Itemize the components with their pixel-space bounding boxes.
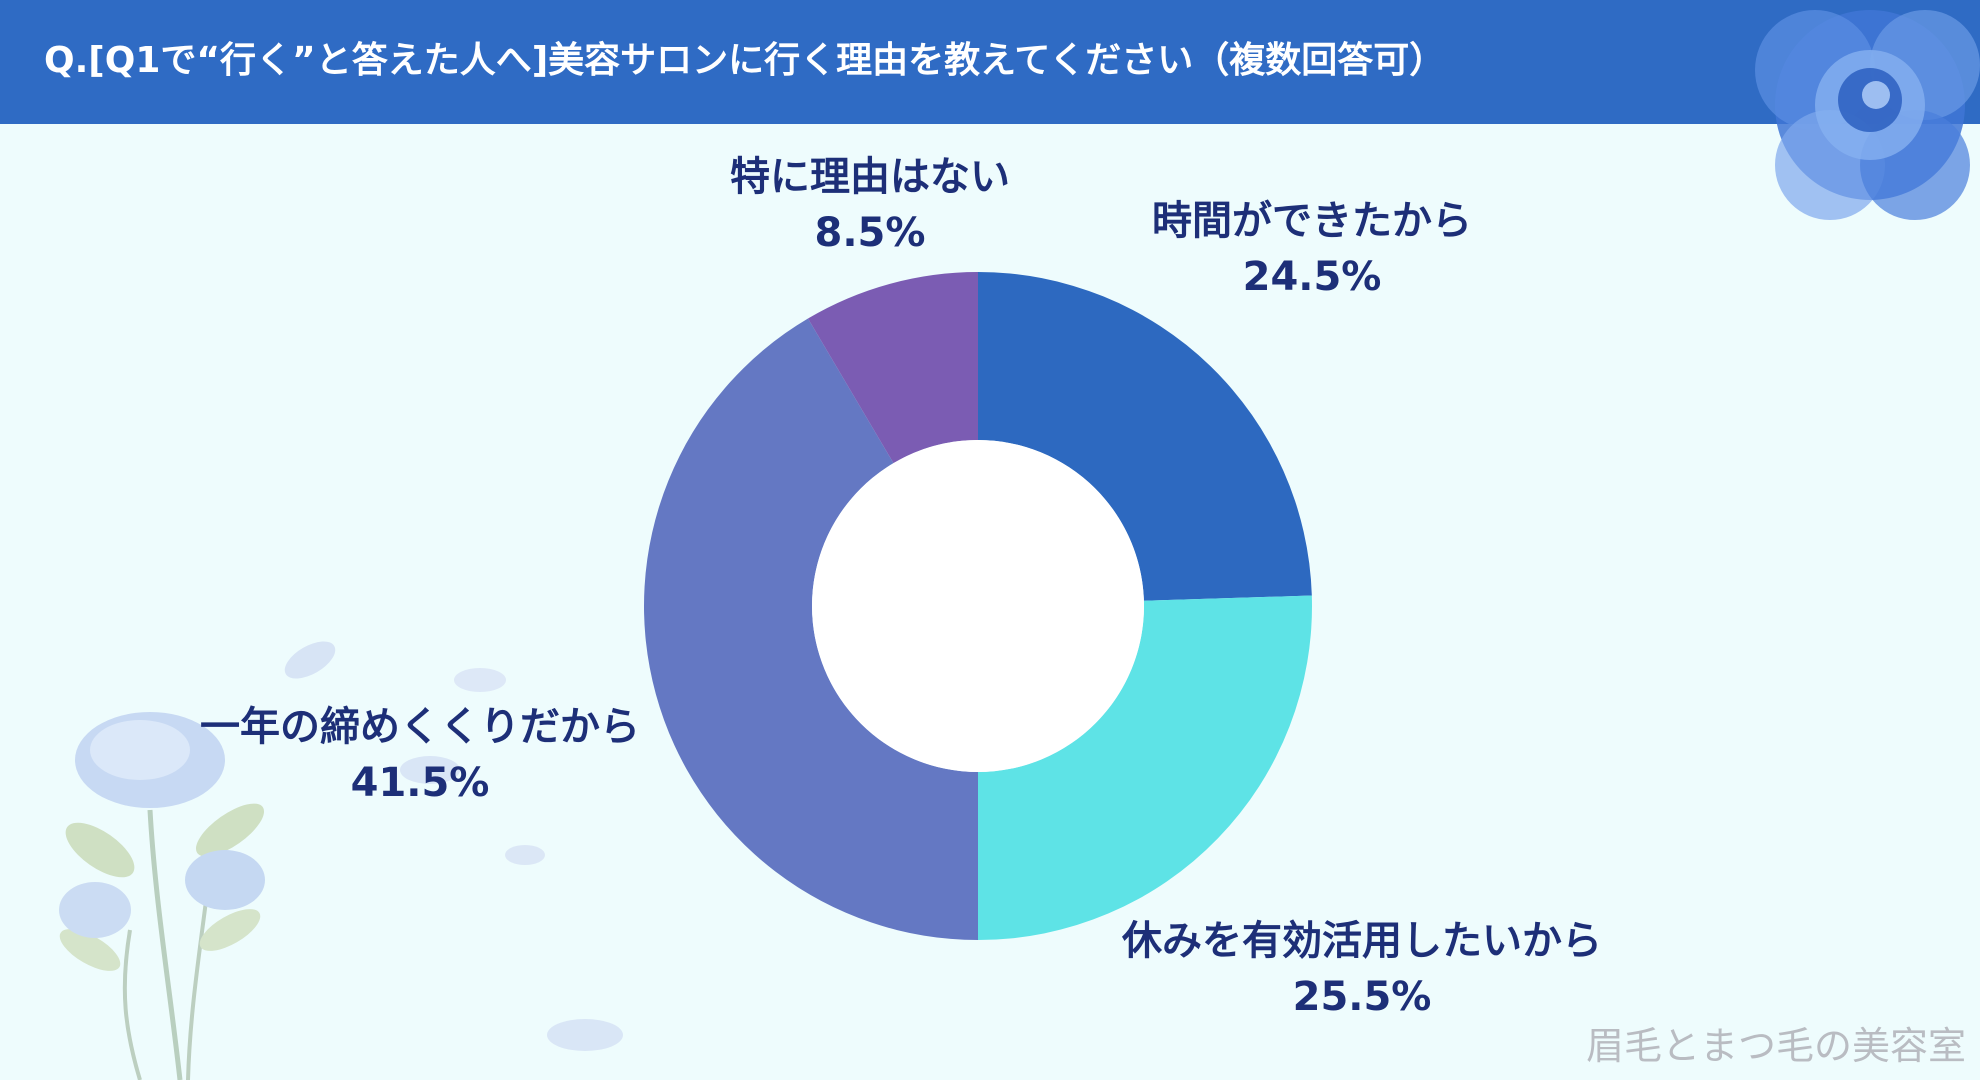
slice-label: 時間ができたから 24.5% [1092, 194, 1532, 306]
donut-slice [807, 272, 978, 464]
petal-icon [284, 641, 545, 865]
slice-label: 特に理由はない 8.5% [660, 150, 1080, 262]
slice-value-label: 41.5% [350, 760, 490, 806]
donut-slice [978, 595, 1313, 940]
slice-category-label: 特に理由はない [730, 154, 1010, 200]
donut-slice [978, 272, 1312, 601]
watermark: 眉毛とまつ毛の美容室 [1585, 1024, 1966, 1068]
slice-value-label: 24.5% [1242, 254, 1382, 300]
slice-category-label: 休みを有効活用したいから [1122, 918, 1602, 964]
donut-hole [812, 440, 1144, 772]
donut-slice [644, 318, 978, 940]
slice-value-label: 8.5% [814, 210, 926, 256]
slice-label: 休みを有効活用したいから 25.5% [1082, 914, 1642, 1026]
blue-rose-icon [1755, 10, 1980, 220]
blue-rose-bouquet-icon [59, 712, 265, 1080]
header-bar: Q.[Q1で“行く”と答えた人へ]美容サロンに行く理由を教えてください（複数回答… [0, 0, 1980, 124]
slice-category-label: 時間ができたから [1152, 198, 1472, 244]
petal-icon [547, 1019, 623, 1051]
chart-title: Q.[Q1で“行く”と答えた人へ]美容サロンに行く理由を教えてください（複数回答… [44, 40, 1446, 81]
slice-label: 一年の締めくくりだから 41.5% [160, 700, 680, 812]
slice-category-label: 一年の締めくくりだから [200, 704, 640, 750]
slice-value-label: 25.5% [1292, 974, 1432, 1020]
